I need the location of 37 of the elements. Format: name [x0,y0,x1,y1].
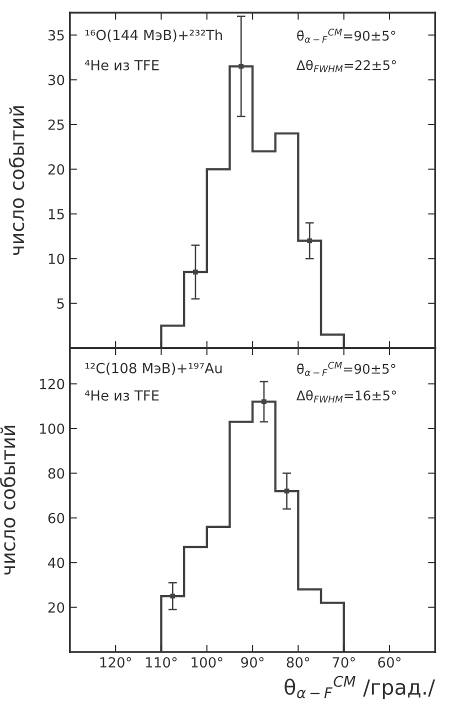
x-tick-label: 70° [332,657,355,668]
x-tick-label: 120° [100,657,131,668]
x-tick-label: 60° [378,657,400,668]
y-tick-label: 5 [57,298,64,309]
x-axis-title: θ$_{α−F}$$^{CM}$ /град./ [284,676,436,699]
y-tick-label: 120 [40,378,64,390]
annotation: Δθ$_{FWHM}$=22±5° [296,60,396,72]
annotation: ⁴He из TFE [84,60,159,70]
annotation: θ̄$_{α−F}$$^{CM}$=90±5° [297,362,396,376]
point [238,64,244,69]
y-tick-label: 35 [48,30,64,41]
y-tick-label: 10 [48,254,64,264]
x-tick-label: 100° [192,657,222,668]
y-tick-label: 15 [48,209,64,220]
x-tick-label: 90° [241,657,264,668]
y-tick-label: 20 [48,164,64,175]
y-axis-title: число событий [0,426,16,575]
x-tick-label: 110° [146,657,177,668]
y-axis-title: число событий [8,106,24,255]
x-tick-label: 80° [286,657,310,668]
point [193,270,198,274]
annotation: θ̄$_{α−F}$$^{CM}$=90±5° [297,28,396,43]
point [284,488,290,494]
y-tick-label: 100 [40,423,64,434]
annotation: ⁴He из TFE [84,390,159,401]
point [262,399,266,404]
point [307,238,312,244]
annotation: Δθ$_{FWHM}$=16±5° [296,390,396,402]
y-tick-label: 30 [48,74,64,86]
annotation: ¹²C(108 МэВ)+¹⁹⁷Au [85,362,222,375]
annotation: ¹⁶O(144 МэВ)+²³²Th [85,29,222,42]
y-tick-label: 60 [48,512,64,524]
y-tick-label: 25 [48,119,64,130]
point [170,594,176,599]
y-tick-label: 20 [48,602,64,613]
y-tick-label: 80 [48,468,64,479]
y-tick-label: 40 [48,558,64,568]
